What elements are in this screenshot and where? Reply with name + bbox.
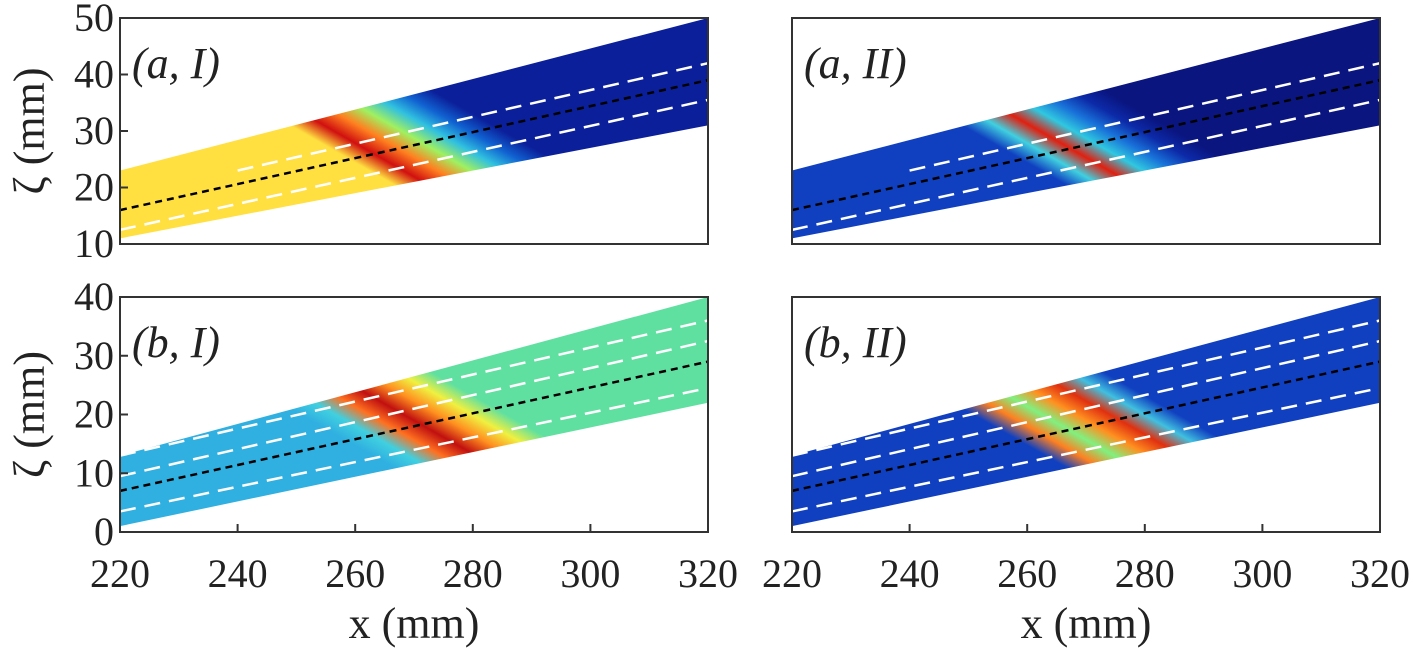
dashed-line [791,319,1381,457]
dashed-line [791,339,1381,478]
x-tick-label: 280 [1115,551,1175,596]
x-tick-label: 300 [560,551,620,596]
dashed-line [119,98,709,232]
y-tick-label: 30 [74,333,114,378]
y-tick-label: 20 [74,165,114,210]
y-axis-label: ζ (mm) [5,68,54,195]
field-band [792,18,1380,239]
x-tick-label: 240 [880,551,940,596]
dashed-line [791,98,1381,232]
y-tick-label: 10 [74,221,114,266]
panel-label: (b, II) [804,318,907,367]
y-tick-label: 40 [74,274,114,319]
dashed-line [119,360,709,493]
x-tick-label: 320 [678,551,738,596]
x-tick-label: 240 [208,551,268,596]
y-tick-label: 50 [74,0,114,40]
x-tick-label: 300 [1232,551,1292,596]
y-tick-label: 40 [74,52,114,97]
dashed-line [119,319,709,457]
axes-frame [791,17,1381,245]
x-tick-label: 260 [325,551,385,596]
x-tick-label: 220 [762,551,822,596]
dashed-line [119,339,709,478]
x-tick-label: 220 [90,551,150,596]
y-tick-label: 20 [74,392,114,437]
y-tick-label: 0 [94,509,114,554]
x-axis-label: x (mm) [1021,599,1152,648]
panel-label: (a, II) [804,39,907,88]
axes-frame [791,296,1381,533]
dashed-line [909,61,1381,172]
x-axis-label: x (mm) [349,599,480,648]
dashed-line [791,78,1381,212]
field-band [120,18,708,239]
x-tick-label: 260 [997,551,1057,596]
panel-label: (b, I) [132,318,220,367]
x-tick-label: 280 [443,551,503,596]
y-axis-label: ζ (mm) [5,351,54,478]
x-tick-label: 320 [1350,551,1410,596]
y-tick-label: 10 [74,450,114,495]
panel-label: (a, I) [132,39,220,88]
dashed-line [791,386,1381,513]
dashed-line [791,360,1381,493]
dashed-line [119,78,709,212]
dashed-line [119,386,709,513]
dashed-line [237,61,709,172]
y-tick-label: 30 [74,108,114,153]
